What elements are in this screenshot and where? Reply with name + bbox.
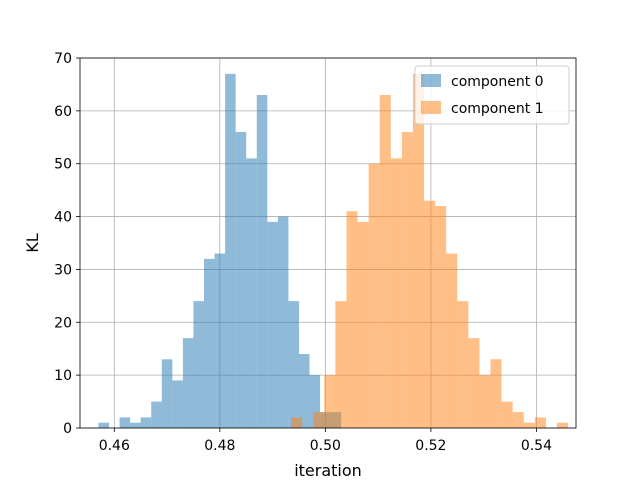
bar-series-1-bin-19 bbox=[501, 401, 513, 428]
legend-swatch-1 bbox=[421, 101, 441, 114]
bar-series-0-bin-5 bbox=[151, 401, 162, 428]
bar-series-1-bin-5 bbox=[346, 211, 358, 428]
y-tick-label: 40 bbox=[54, 210, 72, 226]
bar-series-1-bin-11 bbox=[412, 73, 425, 428]
bar-series-0-bin-20 bbox=[309, 375, 321, 428]
bar-series-0-bin-8 bbox=[182, 338, 194, 428]
y-tick-label: 20 bbox=[54, 315, 72, 331]
x-tick-label: 0.46 bbox=[99, 438, 130, 454]
y-tick-label: 70 bbox=[54, 51, 72, 67]
x-tick-label: 0.54 bbox=[521, 438, 552, 454]
bar-series-0-bin-16 bbox=[267, 221, 278, 428]
x-axis-ticks: 0.46 0.48 0.50 0.52 0.54 bbox=[99, 428, 552, 454]
x-tick-label: 0.52 bbox=[415, 438, 446, 454]
bar-series-1-bin-21 bbox=[523, 422, 535, 428]
bar-series-1-bin-6 bbox=[357, 221, 369, 428]
x-tick-label: 0.50 bbox=[310, 438, 341, 454]
bar-series-1-bin-3 bbox=[324, 375, 336, 428]
y-tick-label: 60 bbox=[54, 104, 72, 120]
bar-series-1-bin-14 bbox=[446, 253, 458, 428]
bar-series-0-bin-13 bbox=[235, 132, 247, 428]
bar-series-0-bin-9 bbox=[193, 301, 204, 428]
bar-series-0-bin-6 bbox=[161, 359, 173, 428]
bar-series-0-bin-10 bbox=[204, 258, 215, 428]
bar-series-1-bin-16 bbox=[468, 338, 480, 428]
bar-series-0-bin-15 bbox=[256, 95, 268, 428]
bar-series-1-bin-13 bbox=[435, 206, 447, 428]
bar-series-1-bin-18 bbox=[490, 359, 502, 428]
bar-series-0-bin-12 bbox=[225, 73, 236, 428]
bar-series-1-bin-9 bbox=[390, 158, 402, 428]
legend-swatch-0 bbox=[421, 74, 441, 87]
bar-series-0-bin-3 bbox=[130, 422, 141, 428]
bar-series-1-bin-7 bbox=[368, 163, 380, 428]
bar-series-0-bin-18 bbox=[288, 301, 299, 428]
bar-series-0-bin-4 bbox=[140, 417, 152, 428]
bar-series-1-bin-10 bbox=[401, 132, 413, 428]
y-tick-label: 10 bbox=[54, 368, 72, 384]
bar-series-1-bin-8 bbox=[379, 95, 391, 428]
bar-series-1-bin-22 bbox=[534, 417, 546, 428]
y-axis-label: KL bbox=[23, 233, 42, 252]
y-tick-label: 0 bbox=[63, 421, 72, 437]
bar-series-1-bin-4 bbox=[335, 301, 347, 428]
bar-series-0-bin-0 bbox=[98, 422, 110, 428]
bar-series-1-bin-0 bbox=[291, 417, 303, 428]
bar-series-0-bin-11 bbox=[214, 253, 226, 428]
bar-series-1-bin-2 bbox=[313, 412, 325, 428]
x-axis-label: iteration bbox=[294, 461, 362, 480]
bar-series-0-bin-7 bbox=[172, 380, 183, 428]
y-tick-label: 30 bbox=[54, 262, 72, 278]
bar-series-1-bin-17 bbox=[479, 375, 491, 428]
bar-series-0-bin-19 bbox=[298, 354, 310, 428]
legend: component 0 component 1 bbox=[414, 65, 570, 125]
y-axis-ticks: 0 10 20 30 40 50 60 70 bbox=[54, 51, 80, 437]
legend-label-1: component 1 bbox=[451, 101, 544, 117]
bar-series-1-bin-24 bbox=[557, 422, 569, 428]
legend-label-0: component 0 bbox=[451, 74, 544, 90]
bar-series-0-bin-17 bbox=[277, 216, 289, 428]
x-tick-label: 0.48 bbox=[204, 438, 235, 454]
bar-series-1-bin-12 bbox=[424, 200, 436, 428]
bar-series-1-bin-20 bbox=[512, 412, 524, 428]
bar-series-0-bin-14 bbox=[246, 158, 257, 428]
y-tick-label: 50 bbox=[54, 157, 72, 173]
bar-series-1-bin-15 bbox=[457, 301, 469, 428]
plot-frame bbox=[79, 57, 577, 429]
bar-series-0-bin-2 bbox=[119, 417, 131, 428]
legend-box bbox=[414, 65, 570, 125]
histogram-bars bbox=[98, 73, 569, 428]
